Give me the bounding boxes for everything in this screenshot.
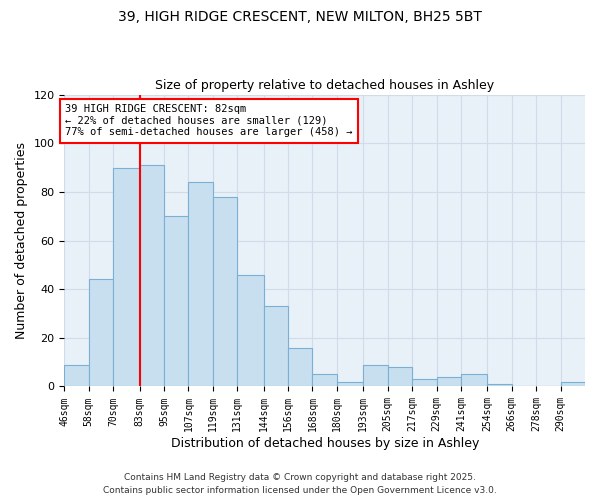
Bar bbox=[437, 376, 461, 386]
Text: 39, HIGH RIDGE CRESCENT, NEW MILTON, BH25 5BT: 39, HIGH RIDGE CRESCENT, NEW MILTON, BH2… bbox=[118, 10, 482, 24]
Bar bbox=[388, 367, 412, 386]
Bar bbox=[113, 168, 140, 386]
Bar bbox=[560, 382, 585, 386]
Bar bbox=[64, 364, 89, 386]
Bar bbox=[461, 374, 487, 386]
Bar bbox=[188, 182, 213, 386]
Bar bbox=[313, 374, 337, 386]
Bar bbox=[164, 216, 188, 386]
X-axis label: Distribution of detached houses by size in Ashley: Distribution of detached houses by size … bbox=[170, 437, 479, 450]
Bar bbox=[288, 348, 313, 387]
Y-axis label: Number of detached properties: Number of detached properties bbox=[15, 142, 28, 339]
Bar bbox=[89, 280, 113, 386]
Bar bbox=[140, 165, 164, 386]
Bar bbox=[487, 384, 512, 386]
Bar bbox=[412, 379, 437, 386]
Bar bbox=[213, 196, 237, 386]
Text: 39 HIGH RIDGE CRESCENT: 82sqm
← 22% of detached houses are smaller (129)
77% of : 39 HIGH RIDGE CRESCENT: 82sqm ← 22% of d… bbox=[65, 104, 353, 138]
Bar bbox=[263, 306, 288, 386]
Bar bbox=[337, 382, 364, 386]
Bar bbox=[364, 364, 388, 386]
Text: Contains HM Land Registry data © Crown copyright and database right 2025.
Contai: Contains HM Land Registry data © Crown c… bbox=[103, 474, 497, 495]
Bar bbox=[237, 274, 263, 386]
Title: Size of property relative to detached houses in Ashley: Size of property relative to detached ho… bbox=[155, 79, 494, 92]
